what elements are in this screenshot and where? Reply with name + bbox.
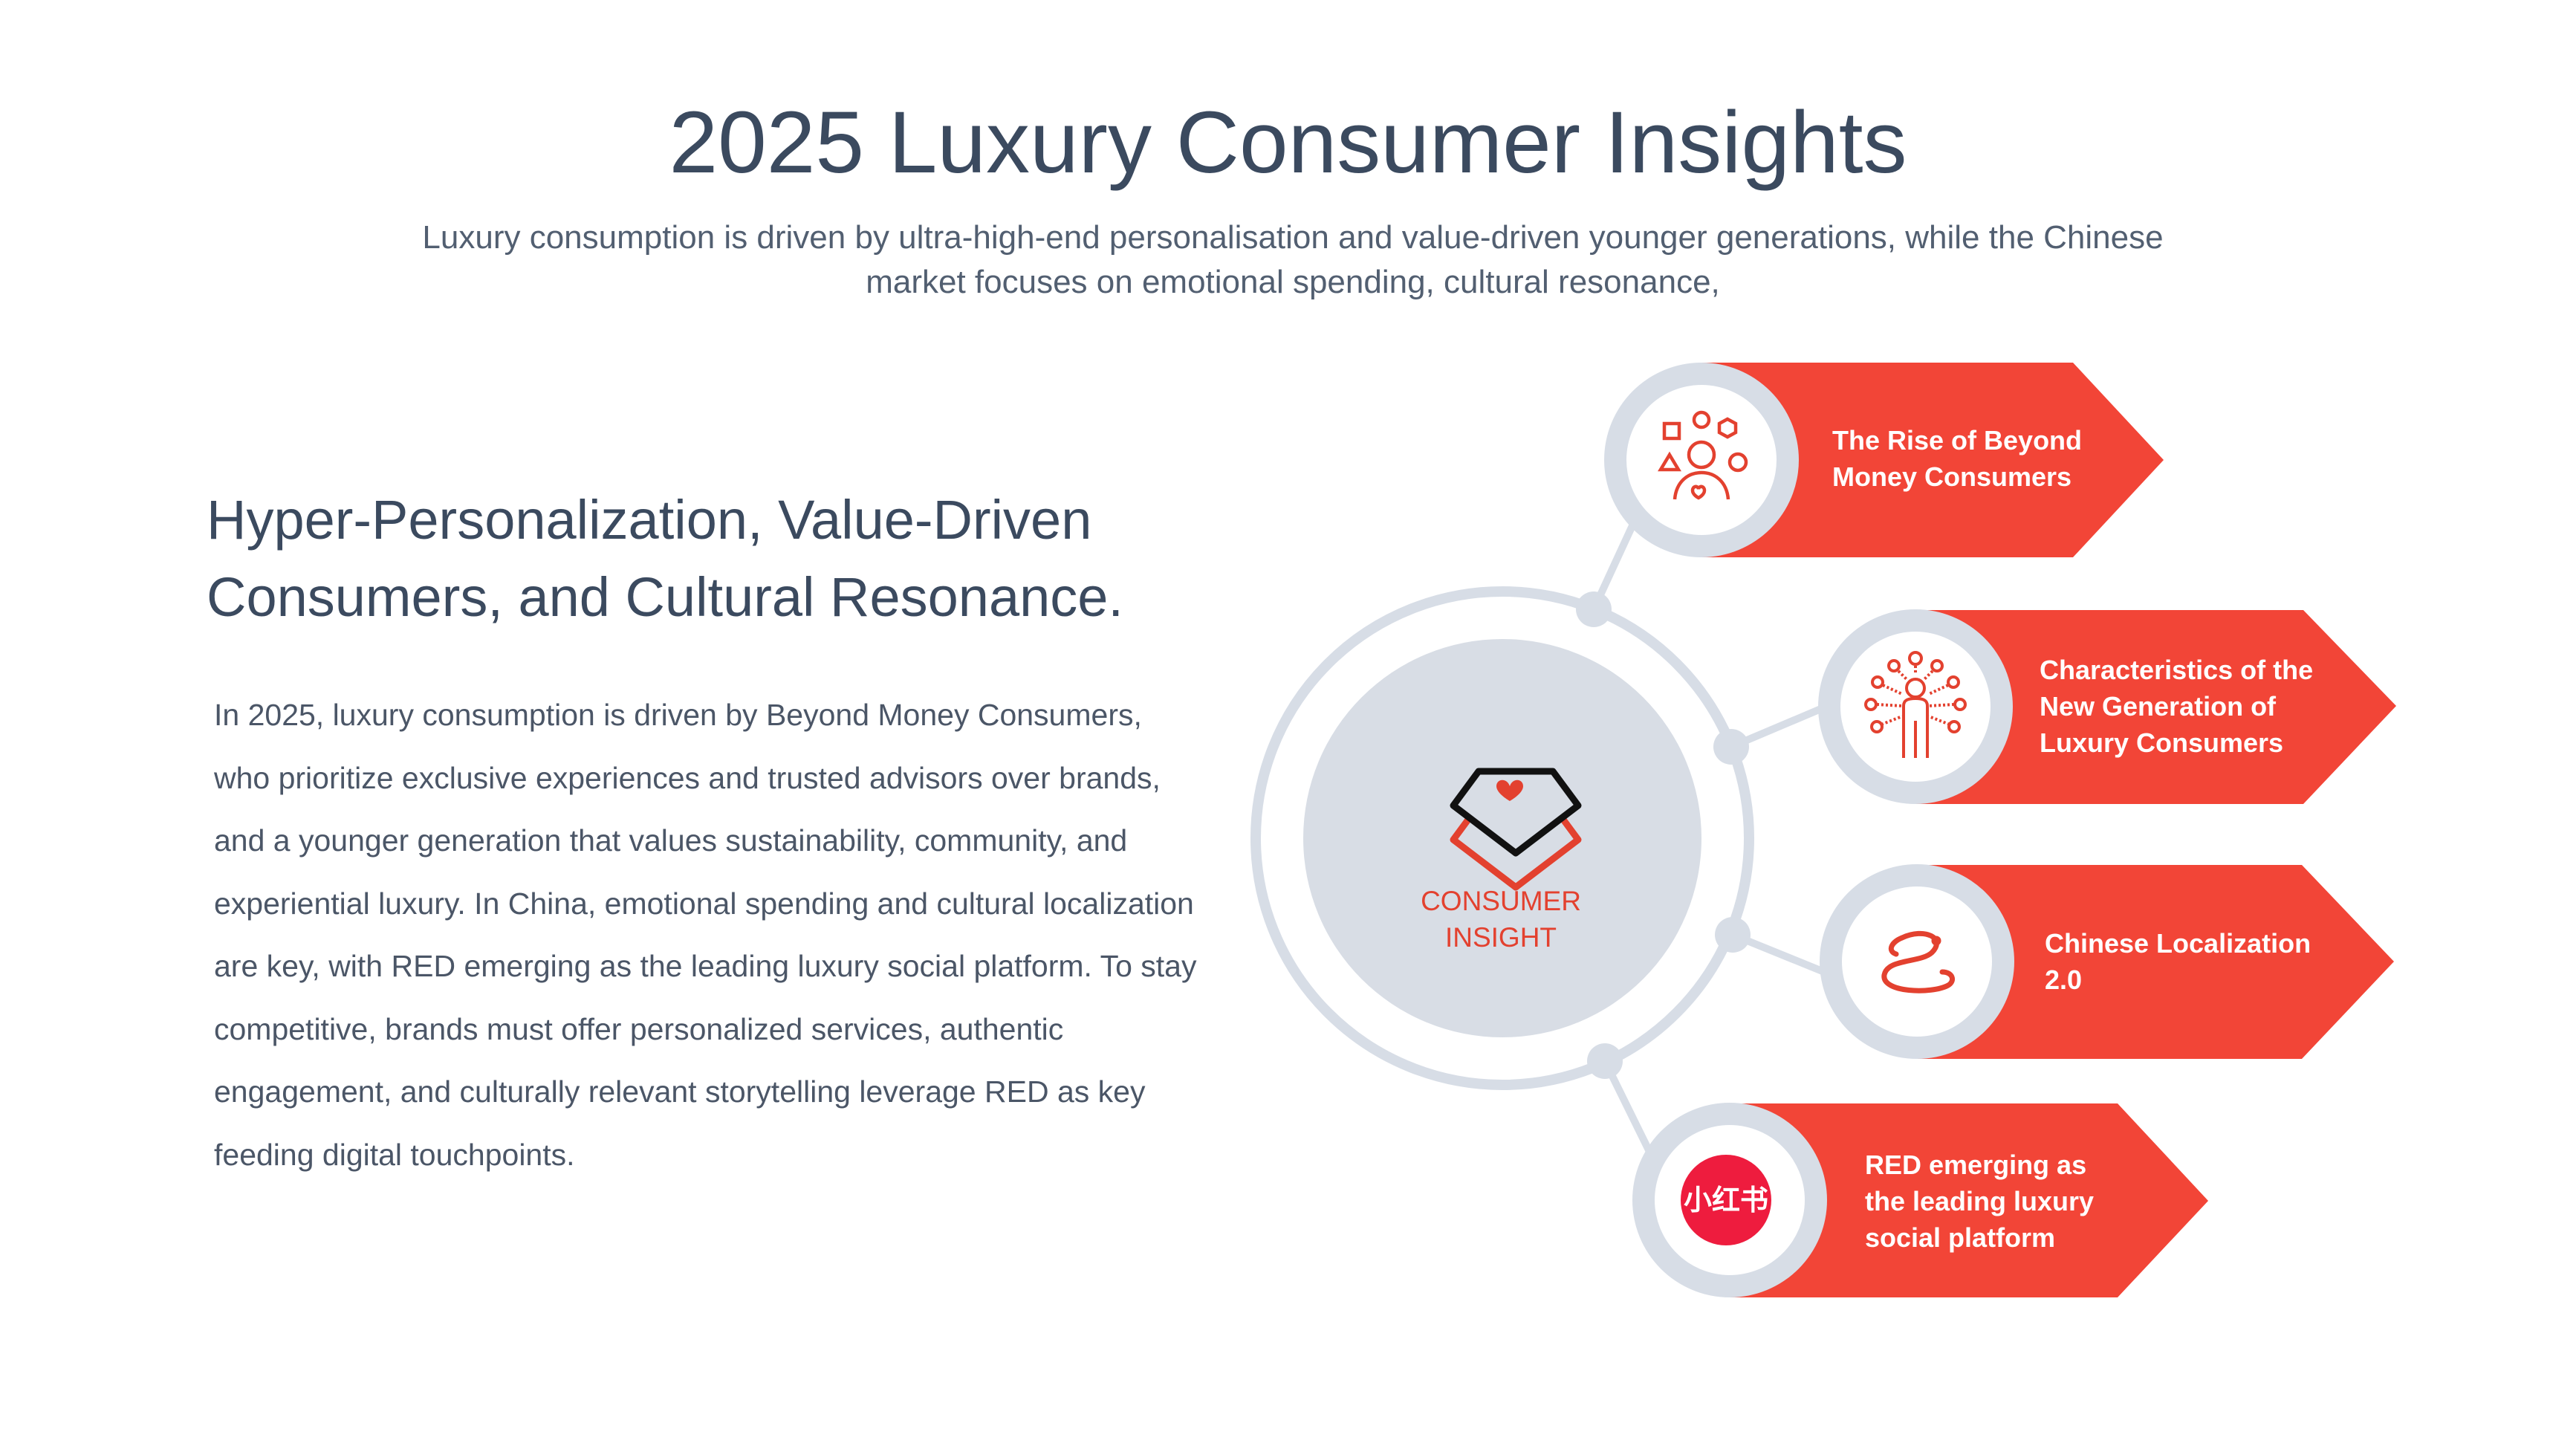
body-paragraph: In 2025, luxury consumption is driven by… bbox=[214, 698, 1197, 1172]
connector-4 bbox=[1601, 1057, 1657, 1163]
person-network-icon bbox=[1864, 651, 1967, 758]
insight-item-label-1: The Rise of Beyond Money Consumers bbox=[1832, 425, 2083, 492]
junction-dot-2 bbox=[1713, 729, 1749, 765]
page-subtitle: Luxury consumption is driven by ultra-hi… bbox=[422, 219, 2164, 300]
insight-item-label-4: RED emerging as the leading luxury socia… bbox=[1865, 1150, 2095, 1253]
insight-item-4 bbox=[1632, 1103, 2208, 1297]
junction-dots bbox=[1576, 591, 1751, 1079]
center-label: CONSUMER INSIGHT bbox=[1382, 883, 1620, 956]
diamond-heart-icon bbox=[1450, 768, 1582, 891]
snake-icon bbox=[1881, 930, 1955, 993]
pill-shape-4 bbox=[1730, 1103, 2208, 1297]
section-heading: Hyper-Personalization, Value-Driven Cons… bbox=[207, 489, 1123, 628]
pill-shape-3 bbox=[1917, 865, 2394, 1059]
junction-dot-4 bbox=[1587, 1043, 1623, 1079]
outer-ring bbox=[1250, 586, 1754, 1090]
xiaohongshu-logo-icon bbox=[1681, 1155, 1771, 1245]
insight-item-label-2: Characteristics of the New Generation of… bbox=[2040, 655, 2314, 758]
people-shapes-icon bbox=[1658, 410, 1748, 500]
junction-dot-1 bbox=[1576, 591, 1612, 627]
pill-shape-2 bbox=[1915, 610, 2396, 804]
page-title: 2025 Luxury Consumer Insights bbox=[669, 94, 1907, 192]
junction-dot-3 bbox=[1715, 917, 1751, 953]
xiaohongshu-logo-text: 小红书 bbox=[1683, 1184, 1768, 1216]
center-label-line1: CONSUMER bbox=[1421, 886, 1581, 916]
insight-item-2 bbox=[1818, 609, 2396, 804]
insight-item-label-3: Chinese Localization 2.0 bbox=[2045, 928, 2311, 995]
pill-shape-1 bbox=[1701, 363, 2164, 557]
insight-item-3 bbox=[1820, 864, 2394, 1059]
center-label-line2: INSIGHT bbox=[1444, 922, 1557, 953]
insight-item-1 bbox=[1604, 363, 2164, 557]
